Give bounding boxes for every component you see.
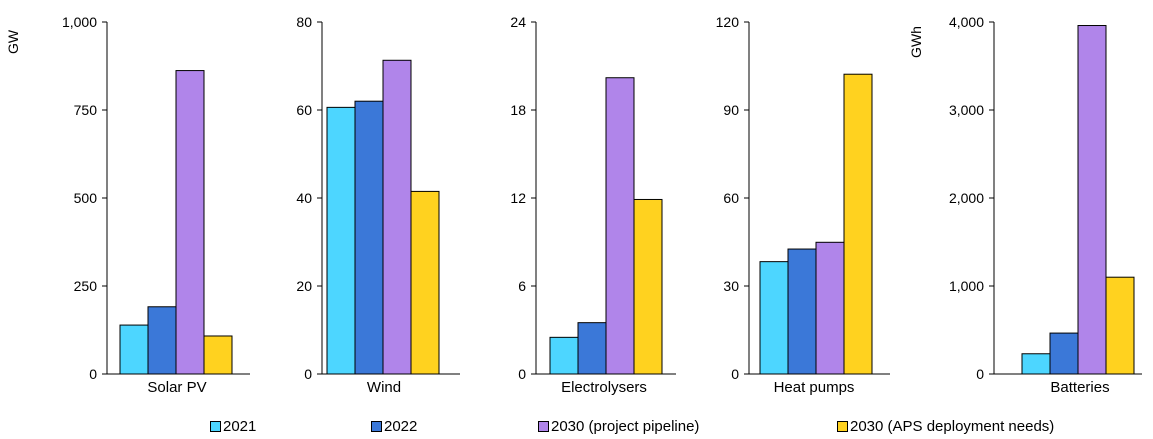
legend-label-2021: 2021 (223, 418, 257, 435)
legend: 2021 2022 2030 (project pipeline) 2030 (… (0, 418, 1153, 438)
bar-heat-pumps-series-2 (787, 248, 817, 375)
legend-label-2030-pipeline: 2030 (project pipeline) (551, 418, 700, 435)
bar-electrolysers-series-3 (605, 77, 635, 375)
bar-heat-pumps-series-3 (815, 241, 845, 375)
legend-swatch-2021 (210, 421, 221, 432)
bar-wind-series-3 (382, 59, 412, 375)
bar-electrolysers-series-2 (577, 322, 607, 375)
y-tick-label-wind: 80 (296, 14, 312, 30)
legend-swatch-2022 (371, 421, 382, 432)
y-tick-label-solar-pv: 0 (89, 366, 97, 382)
bar-batteries-series-1 (1021, 353, 1051, 375)
bar-wind-series-4 (410, 190, 440, 375)
y-tick-label-solar-pv: 500 (74, 190, 98, 206)
y-tick-label-wind: 60 (296, 102, 312, 118)
category-label-electrolysers: Electrolysers (561, 379, 647, 396)
y-tick-label-batteries: 1,000 (949, 278, 984, 294)
bar-solar-pv-series-4 (203, 335, 233, 375)
category-label-wind: Wind (367, 379, 401, 396)
y-axis-unit-label-solar-pv: GW (5, 29, 21, 54)
legend-item-2030-aps: 2030 (APS deployment needs) (837, 418, 1054, 435)
category-label-solar-pv: Solar PV (147, 379, 206, 396)
y-tick-label-heat-pumps: 30 (723, 278, 739, 294)
y-tick-label-batteries: 3,000 (949, 102, 984, 118)
y-tick-label-heat-pumps: 120 (716, 14, 740, 30)
bar-heat-pumps-series-1 (759, 261, 789, 375)
legend-swatch-2030-aps (837, 421, 848, 432)
y-tick-label-electrolysers: 0 (518, 366, 526, 382)
legend-item-2021: 2021 (210, 418, 256, 435)
y-tick-label-electrolysers: 18 (510, 102, 526, 118)
y-tick-label-wind: 0 (304, 366, 312, 382)
y-axis-unit-label-batteries: GWh (908, 26, 924, 58)
y-tick-label-solar-pv: 750 (74, 102, 98, 118)
y-tick-label-heat-pumps: 60 (723, 190, 739, 206)
bar-electrolysers-series-1 (549, 336, 579, 375)
y-tick-label-solar-pv: 250 (74, 278, 98, 294)
legend-swatch-2030-pipeline (538, 421, 549, 432)
y-tick-label-batteries: 4,000 (949, 14, 984, 30)
bar-solar-pv-series-1 (119, 324, 149, 375)
legend-label-2030-aps: 2030 (APS deployment needs) (850, 418, 1055, 435)
bar-batteries-series-3 (1077, 25, 1107, 375)
bar-wind-series-1 (326, 106, 356, 375)
bar-batteries-series-4 (1105, 276, 1135, 375)
category-label-batteries: Batteries (1050, 379, 1109, 396)
bar-solar-pv-series-2 (147, 306, 177, 375)
y-tick-label-electrolysers: 24 (510, 14, 526, 30)
y-tick-label-solar-pv: 1,000 (62, 14, 97, 30)
y-tick-label-wind: 40 (296, 190, 312, 206)
y-tick-label-heat-pumps: 0 (731, 366, 739, 382)
y-tick-label-heat-pumps: 90 (723, 102, 739, 118)
y-tick-label-electrolysers: 6 (518, 278, 526, 294)
bar-batteries-series-2 (1049, 332, 1079, 375)
bar-solar-pv-series-3 (175, 70, 205, 375)
legend-label-2022: 2022 (384, 418, 418, 435)
bar-electrolysers-series-4 (633, 198, 663, 375)
category-label-heat-pumps: Heat pumps (774, 379, 855, 396)
y-tick-label-batteries: 2,000 (949, 190, 984, 206)
bar-wind-series-2 (354, 100, 384, 375)
y-tick-label-electrolysers: 12 (510, 190, 526, 206)
bar-heat-pumps-series-4 (843, 73, 873, 375)
legend-item-2030-pipeline: 2030 (project pipeline) (538, 418, 699, 435)
y-tick-label-wind: 20 (296, 278, 312, 294)
y-tick-label-batteries: 0 (976, 366, 984, 382)
legend-item-2022: 2022 (371, 418, 417, 435)
